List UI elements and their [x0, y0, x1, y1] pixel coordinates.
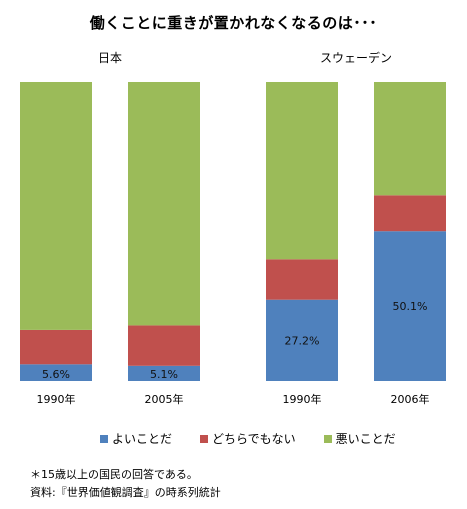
bar-segment-3-1 — [374, 195, 446, 232]
legend-item-bad: 悪いことだ — [323, 430, 396, 447]
category-label-2: 1990年 — [283, 392, 322, 406]
panel-title-0: 日本 — [98, 51, 122, 65]
legend-swatch-neutral — [200, 434, 209, 443]
bar-segment-2-2 — [266, 82, 338, 260]
data-label-0: 5.6% — [42, 368, 70, 381]
legend-label-good: よいことだ — [112, 432, 173, 446]
bar-segment-1-1 — [128, 325, 200, 366]
bar-segment-2-0 — [266, 299, 338, 381]
data-label-2: 27.2% — [285, 334, 320, 347]
legend: よいことだ どちらでもない 悪いことだ — [100, 430, 396, 447]
legend-label-neutral: どちらでもない — [212, 432, 296, 446]
legend-item-neutral: どちらでもない — [200, 430, 296, 447]
note-respondents: ＊15歳以上の国民の回答である。 — [30, 468, 198, 481]
chart-title: 働くことに重きが置かれなくなるのは･･･ — [89, 14, 378, 32]
bar-segment-0-2 — [20, 82, 92, 330]
data-label-1: 5.1% — [150, 368, 178, 381]
bar-segment-3-0 — [374, 231, 446, 381]
bar-segment-3-2 — [374, 82, 446, 196]
bar-segment-2-1 — [266, 259, 338, 300]
bar-segment-1-0 — [128, 365, 200, 381]
panel-title-1: スウェーデン — [320, 50, 392, 65]
category-label-3: 2006年 — [391, 392, 430, 406]
bar-segment-1-2 — [128, 82, 200, 326]
legend-label-bad: 悪いことだ — [335, 432, 396, 446]
legend-item-good: よいことだ — [100, 430, 172, 447]
note-source: 資料:『世界価値観調査』の時系列統計 — [30, 486, 221, 499]
legend-swatch-good — [100, 434, 108, 443]
bar-segment-0-0 — [20, 364, 92, 381]
bar-segment-0-1 — [20, 329, 92, 365]
data-label-3: 50.1% — [393, 300, 428, 313]
legend-swatch-bad — [323, 434, 332, 443]
category-label-1: 2005年 — [145, 392, 184, 406]
stacked-bar-chart: 日本 スウェーデン 5.6% 1990年 5.1% 2005年 27.2% 1990年 50.1… — [20, 50, 446, 406]
category-label-0: 1990年 — [37, 392, 76, 406]
